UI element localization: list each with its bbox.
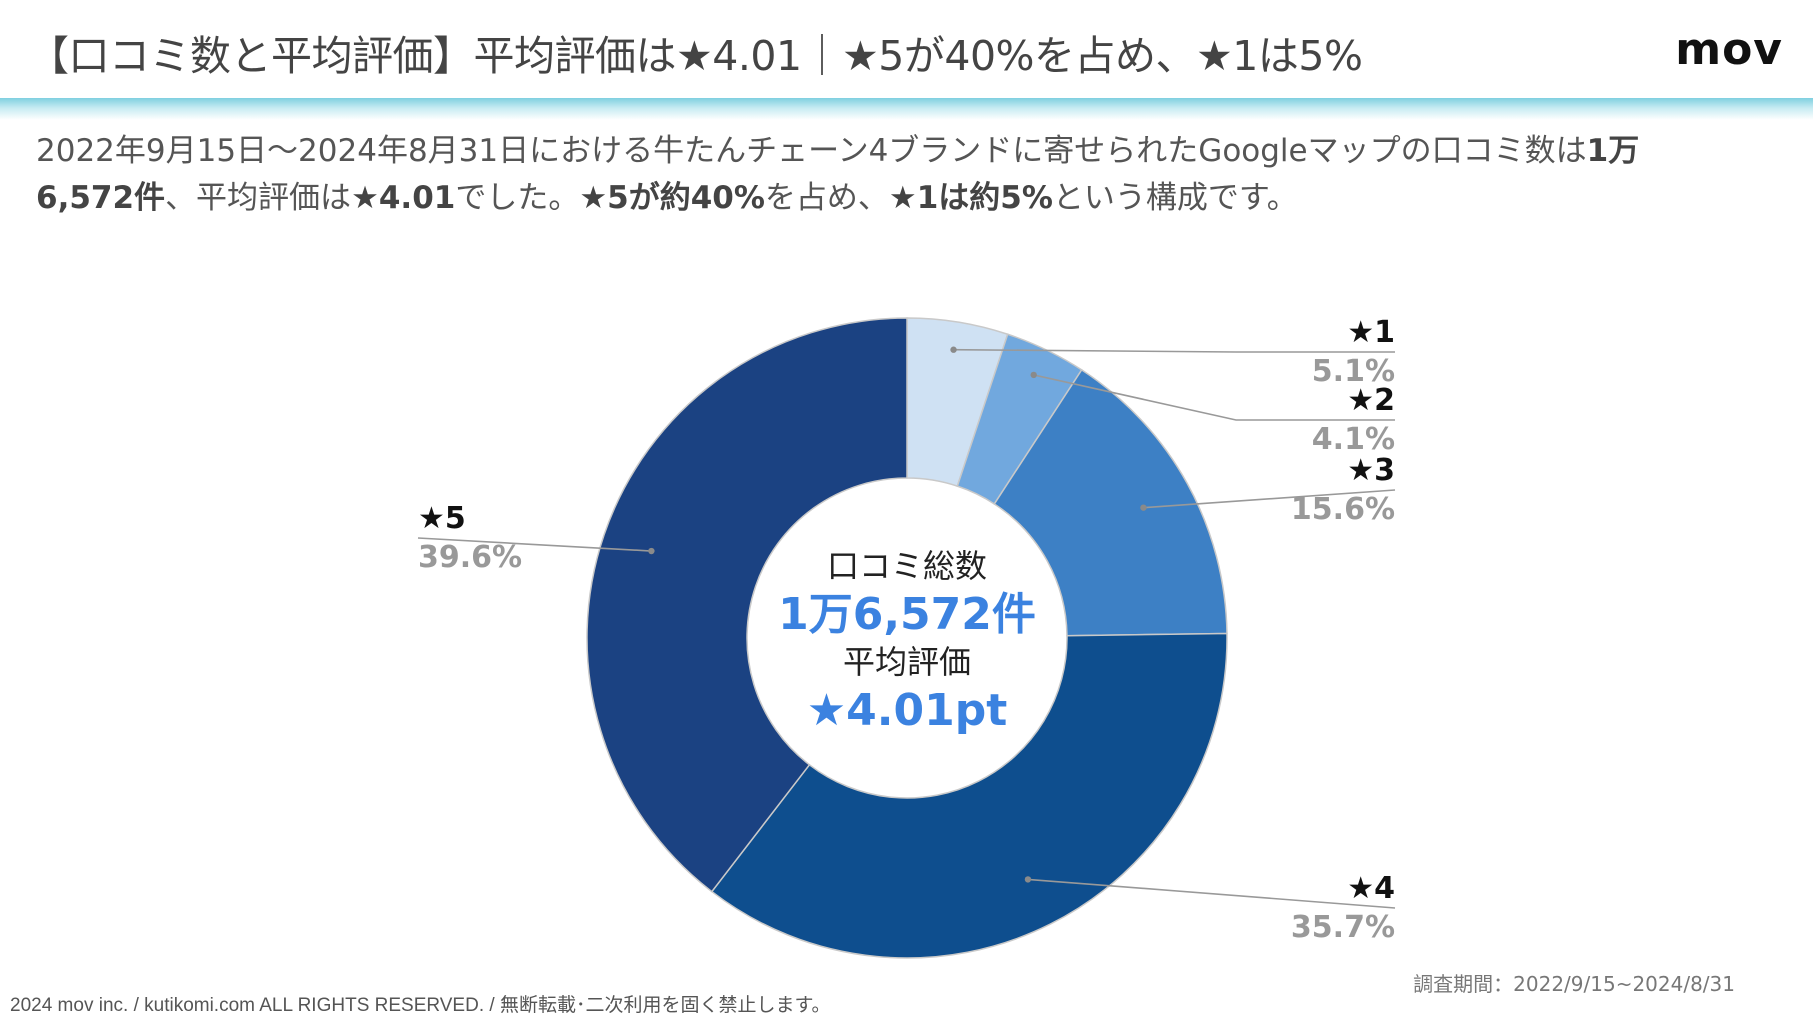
header: 【口コミ数と平均評価】平均評価は★4.01｜★5が40%を占め、★1は5% mo… [0, 0, 1813, 98]
slice-percent-label: 15.6% [1291, 492, 1395, 527]
leader-line [417, 537, 652, 552]
leader-dot [648, 547, 655, 555]
slice-category-label: ★4 [1347, 871, 1395, 906]
lead-text-part: という構成です。 [1052, 180, 1298, 216]
slice-category-label: ★1 [1347, 315, 1395, 350]
donut-slice [993, 368, 1228, 637]
leader-line [1027, 878, 1396, 909]
center-total-label: 口コミ総数 [827, 547, 987, 585]
slice-percent-label: 4.1% [1312, 422, 1395, 457]
header-accent-band [0, 98, 1813, 120]
leader-line [1033, 374, 1395, 421]
leader-dot [950, 346, 957, 353]
donut-slice [586, 317, 908, 893]
donut-slice [710, 632, 1228, 959]
lead-text-part: 、平均評価は [165, 180, 352, 216]
slice-category-label: ★2 [1347, 383, 1395, 418]
leader-dot [1030, 371, 1037, 379]
footer-copyright: 2024 mov inc. / kutikomi.com ALL RIGHTS … [10, 995, 831, 1016]
center-average-value: ★4.01pt [807, 685, 1008, 736]
leader-line [953, 348, 1395, 353]
leader-line [1143, 489, 1396, 509]
lead-text: 2022年9月15日〜2024年8月31日における牛たんチェーン4ブランドに寄せ… [36, 128, 1736, 222]
lead-highlight-one-star: ★1は約5% [888, 180, 1053, 216]
lead-highlight-average: ★4.01 [351, 180, 456, 216]
leader-dot [1140, 504, 1147, 511]
slice-category-label: ★5 [418, 501, 466, 536]
leader-dot [1024, 876, 1032, 883]
lead-text-part: を占め、 [764, 180, 889, 216]
lead-text-part: 2022年9月15日〜2024年8月31日における牛たんチェーン4ブランドに寄せ… [36, 133, 1587, 169]
slice-category-label: ★3 [1347, 453, 1395, 488]
slice-percent-label: 35.7% [1291, 910, 1395, 945]
brand-logo: mov [1675, 24, 1783, 75]
lead-text-part: でした。 [455, 180, 580, 216]
center-total-value: 1万6,572件 [778, 589, 1036, 640]
lead-highlight-total: 1万6,572件 [36, 133, 1640, 216]
slice-percent-label: 5.1% [1312, 354, 1395, 389]
center-average-label: 平均評価 [843, 643, 971, 681]
lead-highlight-five-star: ★5が約40% [579, 180, 765, 216]
slice-percent-label: 39.6% [418, 540, 522, 575]
survey-period: 調査期間：2022/9/15~2024/8/31 [1413, 972, 1735, 996]
page-title: 【口コミ数と平均評価】平均評価は★4.01｜★5が40%を占め、★1は5% [28, 32, 1363, 80]
